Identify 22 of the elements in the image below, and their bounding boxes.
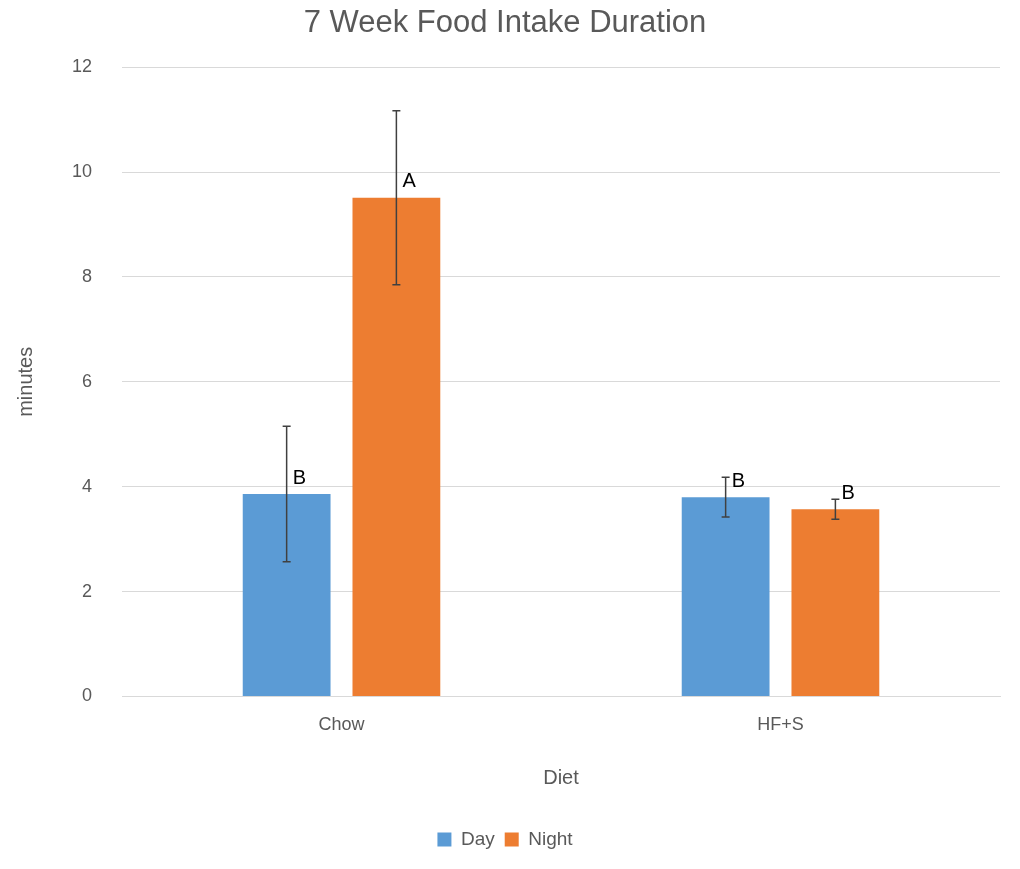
data-label: B xyxy=(841,480,855,503)
x-tick-label: HF+S xyxy=(757,714,804,735)
y-tick-label: 6 xyxy=(82,370,93,391)
y-tick-label: 8 xyxy=(82,265,93,286)
x-tick-label: Chow xyxy=(318,714,366,735)
legend-label: Night xyxy=(528,827,574,849)
x-axis-title: Diet xyxy=(543,765,580,788)
bar xyxy=(352,197,441,696)
y-tick-label: 4 xyxy=(82,475,93,496)
y-tick-label: 0 xyxy=(82,685,93,706)
y-axis-title: minutes xyxy=(13,346,36,417)
bar xyxy=(791,509,880,696)
bar xyxy=(681,497,770,696)
chart-title: 7 Week Food Intake Duration xyxy=(303,4,707,40)
data-label: B xyxy=(292,465,306,488)
y-tick-label: 12 xyxy=(71,56,93,77)
data-label: B xyxy=(731,468,745,491)
y-tick-label: 2 xyxy=(82,580,93,601)
y-tick-label: 10 xyxy=(71,161,93,182)
data-label: A xyxy=(402,169,417,192)
bar xyxy=(242,494,331,696)
legend-label: Day xyxy=(460,827,496,849)
